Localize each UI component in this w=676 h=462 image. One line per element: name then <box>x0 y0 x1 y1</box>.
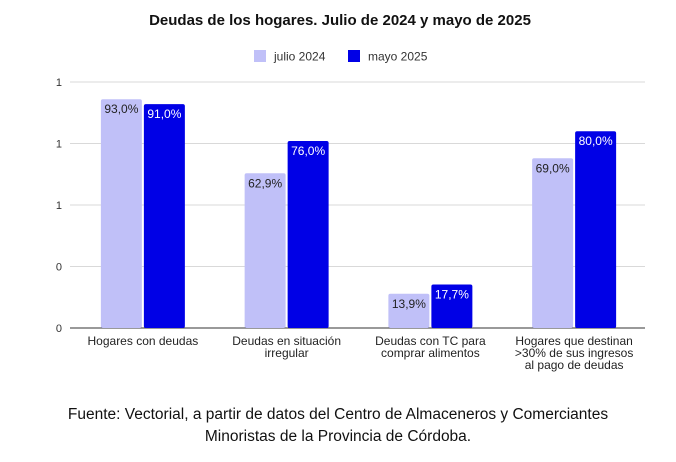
legend-swatch-1 <box>348 50 360 62</box>
y-tick-label: 0 <box>56 323 62 335</box>
bar-1-2 <box>431 284 473 328</box>
data-label-1-1: 76,0% <box>291 144 325 158</box>
bar-0-2 <box>388 293 430 328</box>
y-tick-label: 1 <box>56 200 62 212</box>
y-tick-label: 0 <box>56 262 62 274</box>
source-note: Fuente: Vectorial, a partir de datos del… <box>0 404 676 448</box>
data-label-0-2: 13,9% <box>392 297 426 311</box>
category-label-3-0: Hogares que destinan <box>515 334 632 348</box>
x-axis-categories: Hogares con deudas Deudas en situaciónirr… <box>88 334 634 372</box>
legend: julio 2024 mayo 2025 <box>254 50 428 64</box>
bar-chart: Deudas de los hogares. Julio de 2024 y m… <box>56 12 645 372</box>
bar-1-1 <box>287 141 329 328</box>
category-label-2-1: comprar alimentos <box>381 346 480 360</box>
chart-title: Deudas de los hogares. Julio de 2024 y m… <box>149 12 531 29</box>
data-label-0-3: 69,0% <box>536 161 570 175</box>
source-line-2: Minoristas de la Provincia de Córdoba. <box>204 428 472 445</box>
category-label-1-0: Deudas en situación <box>232 334 341 348</box>
data-label-0-1: 62,9% <box>248 176 282 190</box>
category-label-1-1: irregular <box>265 346 309 360</box>
data-label-1-0: 91,0% <box>147 107 181 121</box>
y-tick-label: 1 <box>56 77 62 89</box>
data-labels: 93,0% 91,0% 62,9% 76,0% 13,9% 17,7% 69,0% 80,0% <box>104 102 613 311</box>
legend-swatch-0 <box>254 50 266 62</box>
bar-1-0 <box>143 104 185 328</box>
source-line-1: Fuente: Vectorial, a partir de datos del… <box>67 406 609 423</box>
data-label-1-3: 80,0% <box>579 134 613 148</box>
y-tick-label: 1 <box>56 139 62 151</box>
bar-0-3 <box>532 158 574 328</box>
legend-label-0: julio 2024 <box>273 50 326 64</box>
bars <box>100 99 617 328</box>
bar-0-1 <box>244 173 286 328</box>
bar-0-0 <box>100 99 142 328</box>
category-label-3-2: al pago de deudas <box>525 358 624 372</box>
category-label-2-0: Deudas con TC para <box>375 334 486 348</box>
category-label-0-0: Hogares con deudas <box>88 334 199 348</box>
category-label-3-1: >30% de sus ingresos <box>515 346 633 360</box>
bar-1-3 <box>575 131 617 328</box>
data-label-1-2: 17,7% <box>435 287 469 301</box>
data-label-0-0: 93,0% <box>104 102 138 116</box>
legend-label-1: mayo 2025 <box>368 50 428 64</box>
y-axis-ticks: 0 0 1 1 1 <box>56 77 62 335</box>
